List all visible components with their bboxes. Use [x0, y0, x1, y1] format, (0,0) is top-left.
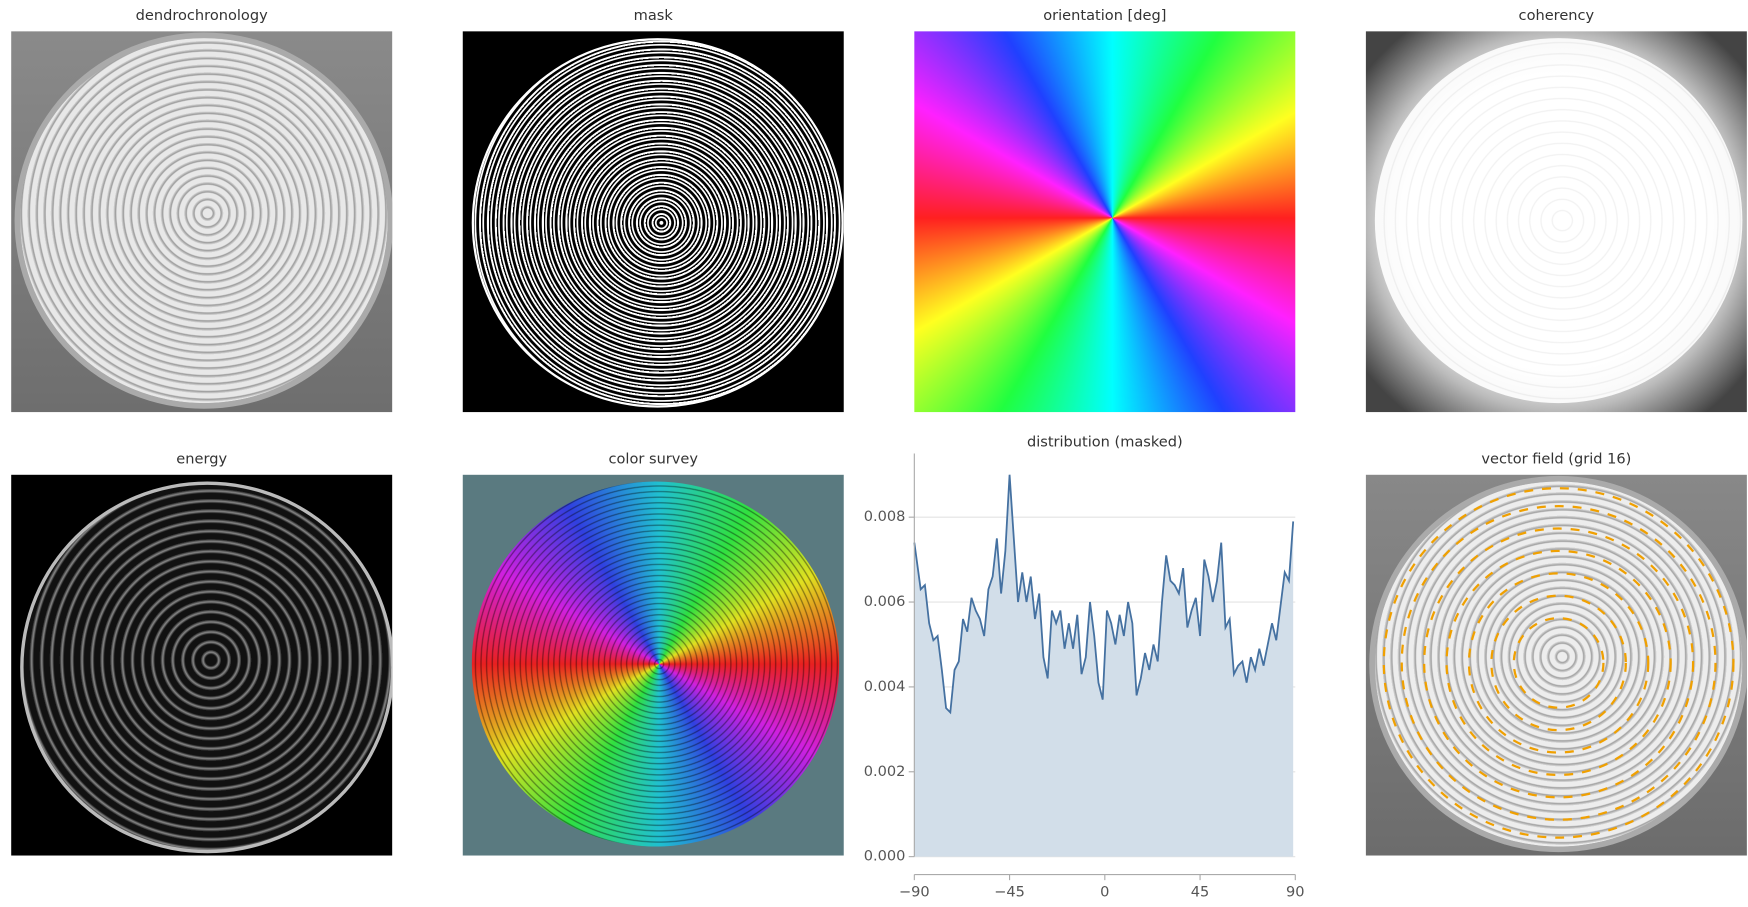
y-tick-label: 0.006	[864, 593, 906, 610]
panel-title: dendrochronology	[135, 7, 268, 25]
vector-arrows	[1382, 487, 1735, 839]
panel-title: coherency	[1518, 7, 1595, 25]
vector-field-image	[1365, 474, 1747, 856]
x-tick-label: 90	[1286, 883, 1305, 900]
panel-title: vector field (grid 16)	[1481, 451, 1632, 469]
panel-title: energy	[176, 451, 228, 469]
chart-title: distribution (masked)	[1027, 433, 1183, 450]
y-tick-label: 0.008	[864, 508, 906, 525]
panel-title: color survey	[608, 451, 699, 469]
energy-disc	[20, 481, 393, 854]
wood-disc	[20, 38, 388, 404]
mask-image	[462, 31, 844, 413]
y-tick-label: 0.002	[864, 763, 906, 780]
energy-image	[11, 474, 393, 856]
y-tick-label: 0.000	[864, 848, 906, 865]
vector-disc	[1374, 481, 1743, 847]
coherency-disc	[1374, 38, 1743, 404]
panel-title: orientation [deg]	[1043, 7, 1167, 25]
x-tick-label: 45	[1191, 883, 1210, 900]
x-tick-label: −90	[899, 883, 930, 900]
x-tick-label: −45	[994, 883, 1025, 900]
wood-image	[11, 31, 393, 413]
orientation-image	[914, 31, 1296, 413]
y-tick-label: 0.004	[864, 678, 906, 695]
x-tick-label: 0	[1100, 883, 1109, 900]
mask-disc	[471, 38, 844, 408]
panel-title: mask	[633, 7, 673, 25]
vector-overlay	[1382, 487, 1735, 839]
color-survey-disc	[471, 481, 840, 847]
line	[913, 474, 1295, 715]
coherency-image	[1365, 31, 1747, 413]
color-survey-image	[462, 474, 844, 856]
area	[914, 474, 1294, 857]
